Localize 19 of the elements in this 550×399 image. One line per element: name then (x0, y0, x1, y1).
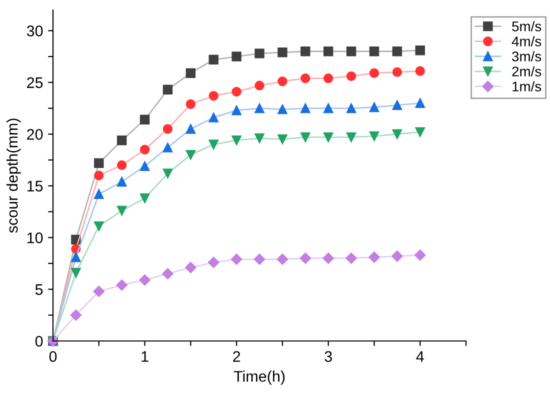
x-tick-label: 1 (142, 351, 148, 362)
legend-label: 5m/s (512, 21, 542, 32)
y-tick-label: 25 (27, 77, 43, 88)
x-tick-label: 3 (324, 351, 332, 362)
x-tick-label: 4 (416, 351, 424, 362)
legend-label: 2m/s (512, 66, 542, 76)
x-axis-title: Time(h) (234, 370, 285, 385)
x-tick-label: 0 (49, 351, 57, 362)
y-tick-label: 15 (27, 180, 43, 192)
legend-label: 3m/s (512, 51, 542, 62)
y-tick-label: 10 (27, 232, 43, 244)
legend-label: 4m/s (512, 36, 542, 46)
legend-label: 1m/s (512, 81, 542, 92)
y-axis-title: scour depth(mm) (6, 118, 21, 233)
y-tick-label: 5 (35, 284, 43, 295)
x-tick-label: 2 (233, 351, 240, 362)
y-tick-label: 0 (35, 336, 43, 347)
y-tick-label: 20 (27, 128, 43, 140)
y-tick-label: 30 (26, 26, 43, 36)
